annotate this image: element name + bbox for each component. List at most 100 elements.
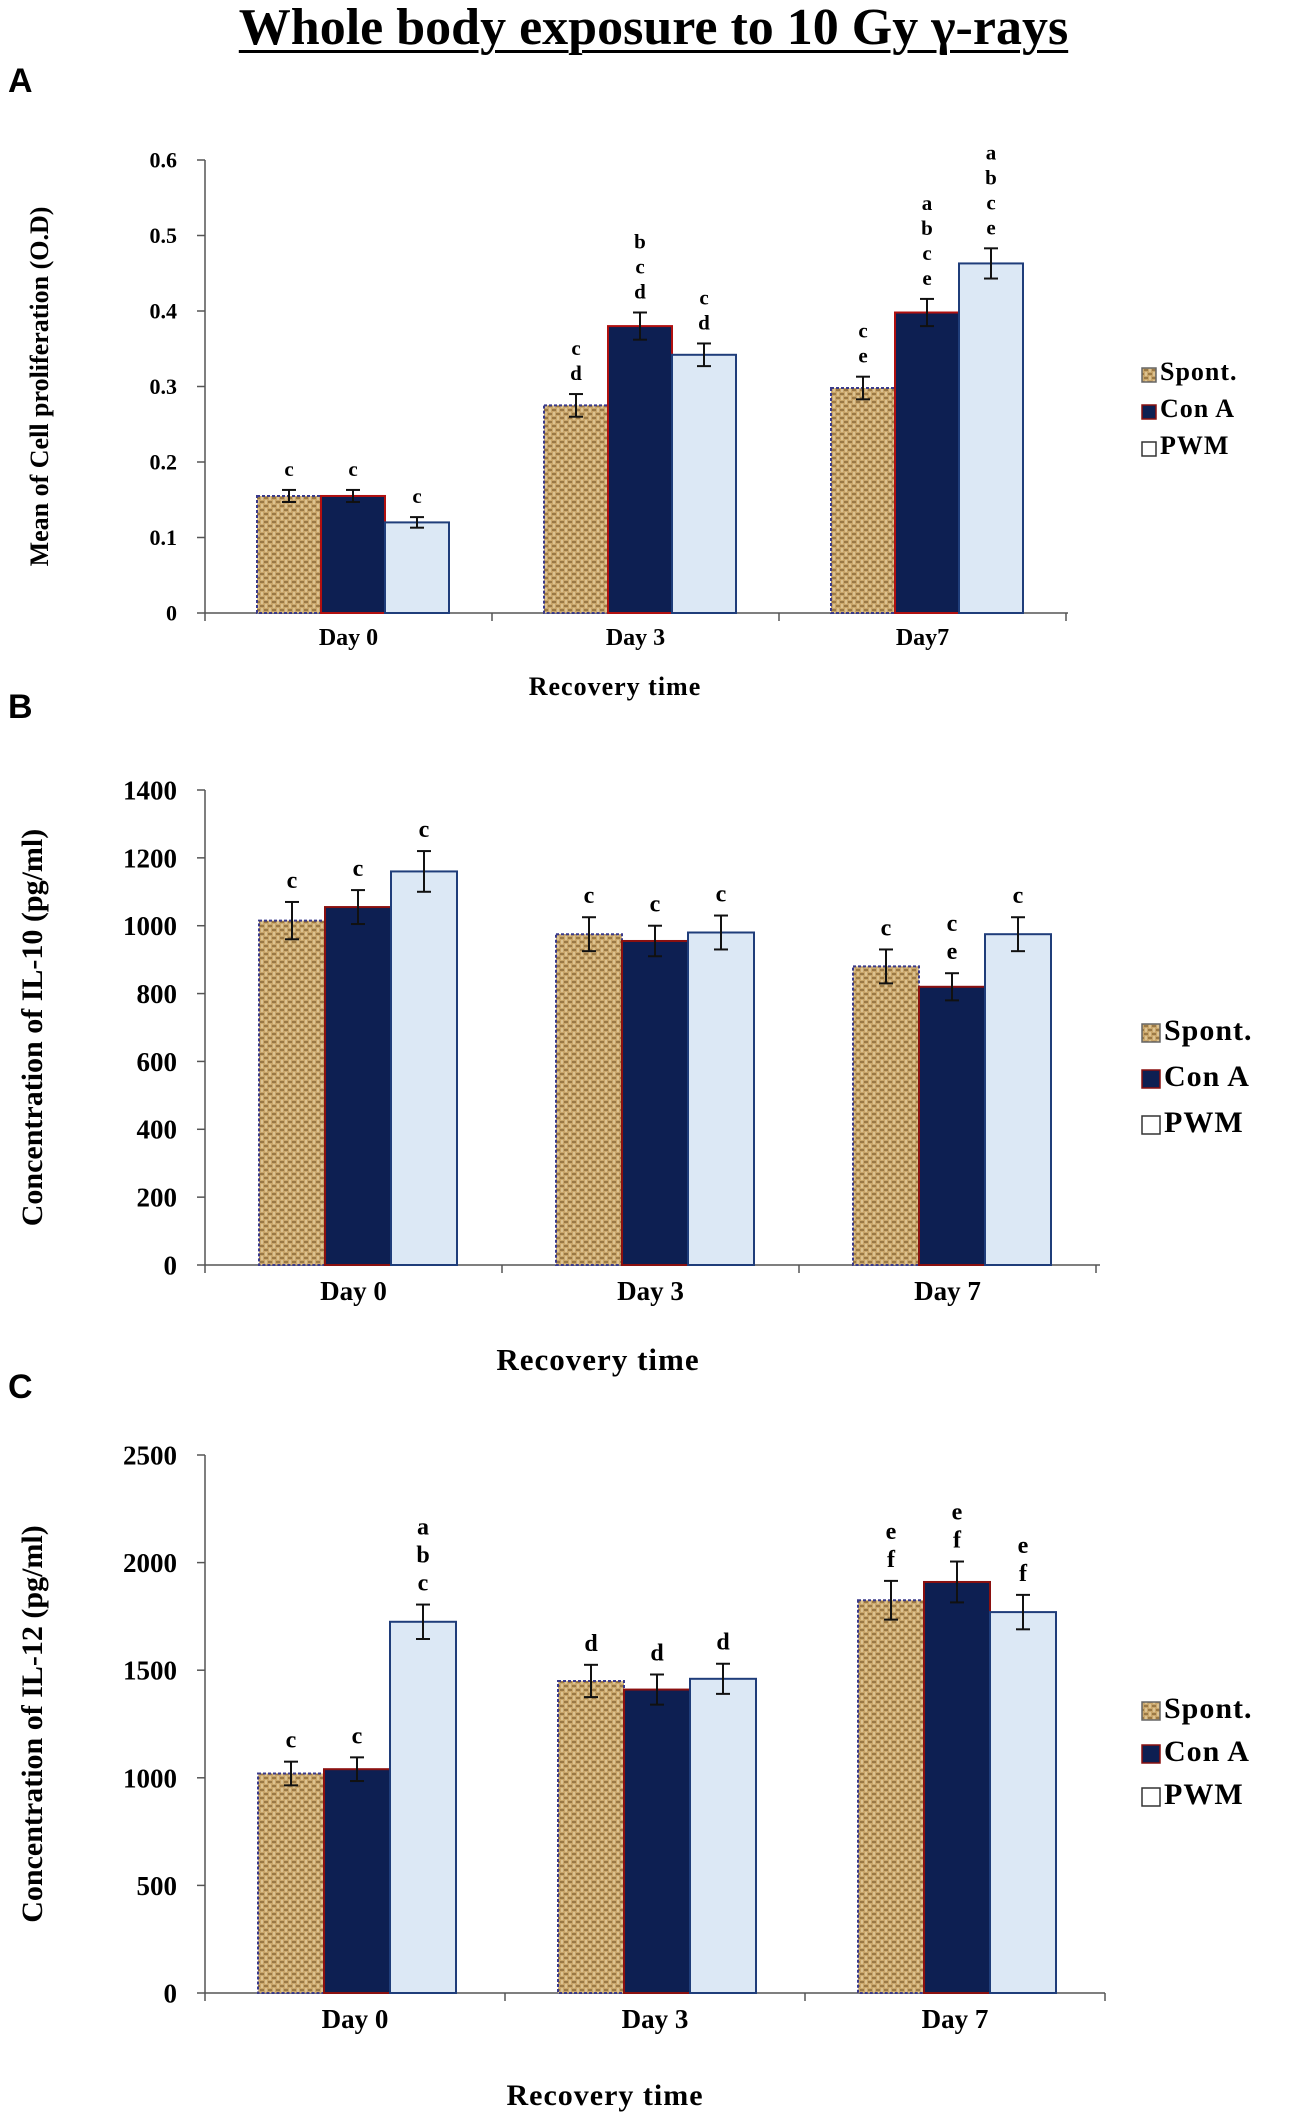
significance-label: d [698, 310, 710, 334]
y-tick-label: 1500 [123, 1656, 177, 1686]
y-tick-label: 1200 [123, 843, 177, 873]
significance-label: a [922, 191, 933, 215]
significance-label: a [986, 140, 997, 164]
significance-label: c [352, 1723, 363, 1749]
y-tick-label: 0.3 [150, 374, 178, 399]
significance-label: d [584, 1631, 598, 1657]
x-category-label: Day 3 [606, 625, 665, 651]
bar-cona-1 [320, 494, 386, 615]
error-bar [714, 914, 728, 951]
error-bar [984, 247, 998, 280]
significance-label: c [353, 856, 364, 882]
y-axis-label: Concentration of IL-12 (pg/ml) [16, 1525, 49, 1922]
significance-label: c [650, 892, 661, 918]
significance-label: b [985, 165, 997, 189]
error-bar [856, 375, 870, 401]
y-axis-label: Mean of Cell proliferation (O.D) [25, 207, 54, 567]
significance-label: f [1019, 1561, 1028, 1587]
significance-label: b [416, 1543, 429, 1569]
legend-swatch [1141, 1787, 1161, 1807]
error-bar [584, 1663, 598, 1699]
error-bar [950, 1560, 964, 1604]
x-category-label: Day 0 [322, 2004, 389, 2034]
significance-label: c [699, 285, 708, 309]
legend-label: Con A [1164, 1735, 1250, 1768]
significance-label: e [952, 1500, 963, 1526]
significance-label: f [953, 1528, 962, 1554]
bar-pwm-1 [389, 1620, 457, 1995]
error-bar [416, 1603, 430, 1640]
bar-cona-2 [621, 939, 689, 1266]
x-category-label: Day 0 [319, 625, 378, 651]
significance-label: d [716, 1630, 730, 1656]
y-tick-label: 0.4 [150, 299, 178, 324]
legend-label: Con A [1160, 394, 1235, 423]
error-bar [648, 924, 662, 958]
error-bar [1011, 916, 1025, 953]
significance-label: b [921, 216, 933, 240]
legend-label: Spont. [1160, 357, 1238, 386]
y-tick-label: 0.2 [150, 450, 178, 475]
bar-spont-1 [257, 1772, 325, 1994]
legend-swatch [1141, 1069, 1161, 1089]
bar-pwm-1 [384, 521, 450, 615]
legend-swatch [1141, 1023, 1161, 1043]
x-axis-label: Recovery time [496, 1342, 699, 1377]
y-tick-label: 0 [164, 1978, 178, 2008]
error-bar [346, 488, 360, 504]
x-category-label: Day 0 [320, 1276, 387, 1306]
significance-label: a [417, 1515, 429, 1541]
bar-spont-2 [557, 1679, 625, 1994]
significance-label: c [881, 915, 892, 941]
y-tick-label: 200 [137, 1183, 178, 1213]
legend-swatch [1141, 1701, 1161, 1721]
legend-swatch [1141, 1115, 1161, 1135]
y-tick-label: 0.5 [150, 223, 178, 248]
significance-label: c [716, 882, 727, 908]
panel-label-b: B [8, 688, 33, 726]
legend-swatch [1141, 1744, 1161, 1764]
y-tick-label: 2500 [123, 1440, 177, 1470]
error-bar [351, 889, 365, 926]
y-tick-label: 1000 [123, 1763, 177, 1793]
significance-label: c [412, 484, 421, 508]
bar-spont-1 [258, 919, 326, 1266]
error-bar [350, 1756, 364, 1783]
bar-pwm-3 [989, 1611, 1057, 1994]
significance-label: d [650, 1641, 664, 1667]
legend-label: PWM [1164, 1778, 1244, 1811]
error-bar [945, 972, 959, 1002]
bar-pwm-2 [671, 353, 737, 614]
significance-label: c [419, 817, 430, 843]
bar-pwm-2 [689, 1677, 757, 1994]
significance-label: e [947, 939, 958, 965]
y-tick-label: 0.1 [150, 525, 178, 550]
error-bar [697, 342, 711, 368]
bar-cona-3 [894, 311, 960, 614]
bar-spont-2 [543, 404, 609, 614]
error-bar [879, 948, 893, 985]
error-bar [417, 850, 431, 893]
y-tick-label: 1400 [123, 775, 177, 805]
bar-pwm-1 [390, 870, 458, 1267]
x-category-label: Day 7 [914, 1276, 981, 1306]
legend-swatch [1141, 441, 1157, 457]
significance-label: c [571, 336, 580, 360]
y-tick-label: 0 [164, 1250, 178, 1280]
significance-label: c [635, 255, 644, 279]
significance-label: c [947, 911, 958, 937]
significance-label: e [858, 344, 867, 368]
significance-label: c [348, 457, 357, 481]
significance-label: e [1018, 1533, 1029, 1559]
error-bar [920, 297, 934, 328]
bar-pwm-3 [958, 262, 1024, 614]
bar-spont-3 [830, 387, 896, 615]
x-axis-label: Recovery time [506, 2079, 703, 2112]
significance-label: c [1013, 883, 1024, 909]
significance-label: d [634, 280, 646, 304]
legend-label: Con A [1164, 1060, 1250, 1093]
significance-label: e [986, 215, 995, 239]
error-bar [650, 1673, 664, 1706]
y-tick-label: 2000 [123, 1548, 177, 1578]
y-tick-label: 400 [137, 1115, 178, 1145]
